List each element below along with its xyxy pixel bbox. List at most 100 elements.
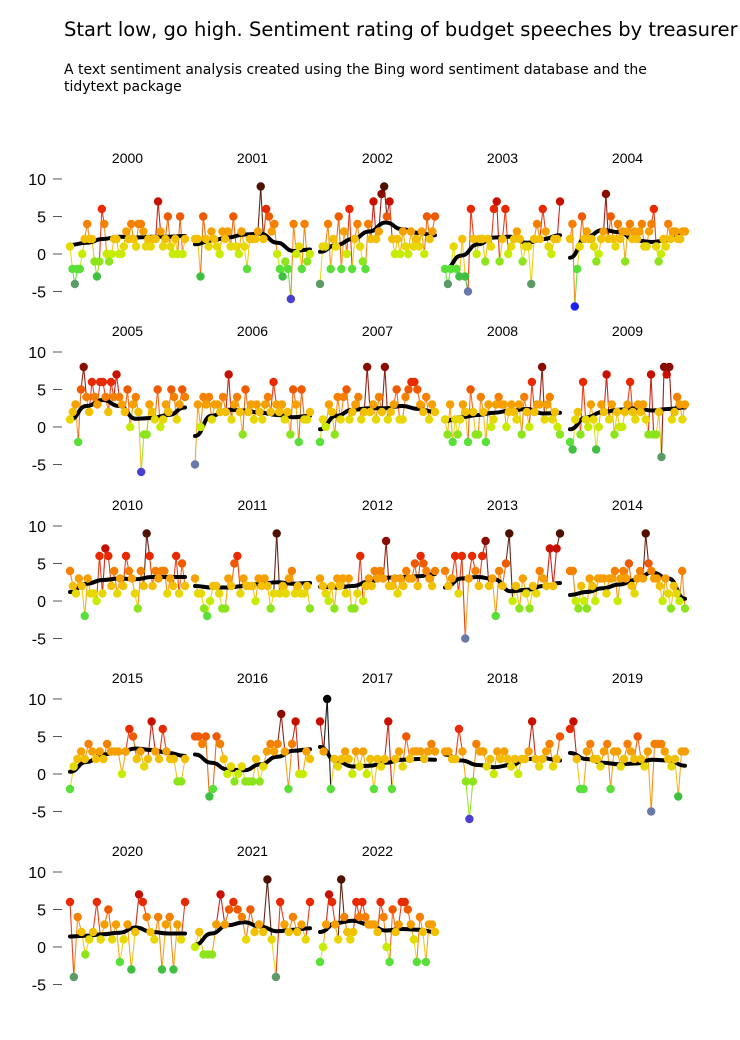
- data-point: [574, 604, 583, 613]
- data-point: [581, 415, 590, 424]
- segment: [501, 208, 506, 240]
- data-point: [654, 257, 663, 266]
- data-point: [241, 385, 250, 394]
- data-point: [498, 234, 507, 244]
- data-point: [258, 927, 268, 937]
- data-point: [631, 415, 640, 424]
- data-point: [305, 407, 315, 417]
- segment: [677, 751, 683, 797]
- data-point: [74, 574, 84, 583]
- data-point: [158, 724, 167, 734]
- data-point: [293, 581, 303, 591]
- data-point: [136, 467, 146, 477]
- segment: [572, 419, 576, 450]
- data-point: [621, 574, 631, 583]
- data-point: [229, 897, 238, 907]
- data-point: [632, 234, 642, 244]
- panel-2017: 2017: [315, 670, 440, 794]
- data-point: [147, 717, 156, 726]
- data-point: [111, 920, 121, 929]
- data-point: [501, 204, 510, 214]
- segment: [273, 533, 278, 594]
- data-point: [221, 407, 231, 417]
- data-point: [597, 400, 606, 409]
- data-point: [569, 717, 578, 726]
- data-point: [347, 264, 357, 274]
- data-point: [340, 912, 349, 922]
- data-point: [428, 227, 437, 236]
- data-point: [527, 279, 536, 289]
- panel-title: 2000: [112, 150, 143, 166]
- y-axis-row-2: 10 5 0 -5: [28, 345, 62, 475]
- data-point: [205, 792, 214, 801]
- data-point: [102, 739, 112, 749]
- data-point: [224, 370, 233, 379]
- data-point: [483, 234, 493, 244]
- segment: [154, 389, 159, 420]
- data-point: [331, 242, 341, 251]
- data-point: [391, 754, 400, 764]
- data-point: [443, 430, 452, 439]
- data-point: [336, 415, 345, 424]
- data-point: [336, 875, 346, 884]
- trend-line: [318, 403, 437, 432]
- data-point: [415, 912, 425, 922]
- data-point: [416, 551, 425, 561]
- data-point: [457, 551, 467, 561]
- data-point: [163, 212, 173, 221]
- data-point: [461, 407, 470, 417]
- data-point: [324, 596, 333, 606]
- data-point: [233, 551, 242, 561]
- data-point: [218, 392, 228, 402]
- data-point: [364, 574, 374, 583]
- data-point: [404, 385, 413, 394]
- data-point: [169, 965, 178, 974]
- data-point: [440, 566, 450, 576]
- segment: [478, 555, 483, 587]
- data-point: [65, 566, 75, 576]
- data-point: [371, 415, 381, 424]
- data-point: [603, 739, 612, 749]
- panel-title: 2020: [112, 843, 143, 859]
- data-point: [138, 897, 148, 907]
- segment: [530, 238, 535, 285]
- data-point: [337, 754, 346, 764]
- data-point: [107, 581, 116, 591]
- data-point: [572, 754, 581, 764]
- data-point: [659, 234, 668, 244]
- data-point: [134, 890, 144, 899]
- data-point: [358, 596, 368, 606]
- data-point: [555, 430, 565, 439]
- segment: [602, 193, 607, 232]
- data-point: [74, 437, 83, 447]
- data-point: [416, 400, 425, 409]
- segment: [340, 879, 345, 918]
- data-point: [266, 407, 275, 417]
- data-point: [154, 754, 164, 764]
- data-point: [82, 392, 91, 402]
- data-point: [489, 769, 498, 779]
- y-tick-label: 10: [28, 172, 46, 189]
- data-point: [238, 430, 247, 439]
- data-point: [257, 581, 266, 591]
- data-point: [163, 589, 172, 598]
- data-point: [77, 581, 86, 591]
- data-point: [616, 234, 625, 244]
- data-point: [322, 694, 332, 704]
- segment: [527, 246, 532, 285]
- data-point: [589, 242, 599, 251]
- data-point: [315, 717, 325, 726]
- data-point: [230, 559, 239, 568]
- data-point: [326, 264, 335, 274]
- data-point: [647, 566, 656, 576]
- panel-2008: 2008: [440, 323, 565, 447]
- data-point: [169, 581, 178, 591]
- data-point: [123, 385, 132, 394]
- data-point: [678, 415, 687, 424]
- data-point: [667, 762, 676, 771]
- data-point: [98, 589, 107, 598]
- data-point: [146, 242, 155, 251]
- data-point: [427, 400, 437, 409]
- data-point: [568, 445, 577, 454]
- data-point: [246, 905, 255, 914]
